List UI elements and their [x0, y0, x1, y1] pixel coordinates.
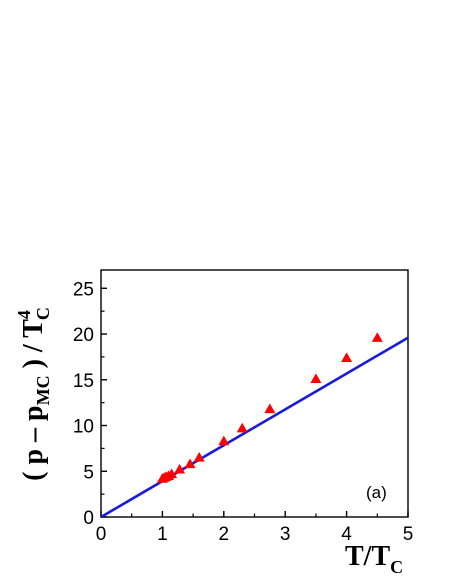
y-tick-label: 15: [73, 371, 94, 392]
y-axis-ticks: 0 5 10 15 20 25: [73, 279, 107, 529]
x-axis-title-main: T/T: [345, 541, 390, 572]
data-point-triangle: [174, 463, 186, 474]
data-point-triangle: [166, 468, 178, 479]
x-tick-label: 4: [341, 524, 352, 545]
x-axis-title: T/TC: [345, 541, 403, 577]
y-tick-label: 5: [83, 462, 94, 483]
x-tick-label: 5: [403, 524, 414, 545]
y-tick-label: 25: [73, 279, 94, 300]
data-point-triangle: [264, 403, 276, 414]
data-points-layer: [156, 332, 383, 483]
data-point-triangle: [341, 352, 353, 362]
panel-annotation: (a): [366, 483, 387, 502]
y-axis-title: ( p – pMC ) / T4C: [14, 307, 53, 481]
data-point-triangle: [236, 422, 248, 433]
fit-line-layer: [101, 336, 408, 517]
y-axis-title-prefix: ( p – p: [18, 405, 49, 480]
plot-frame: [100, 269, 409, 518]
x-tick-label: 3: [280, 524, 291, 545]
x-axis-ticks: 0 1 2 3 4 5: [96, 511, 414, 545]
y-tick-label: 20: [73, 325, 94, 346]
y-axis-title-mid: ) / T: [18, 319, 49, 376]
data-point-triangle: [371, 332, 383, 342]
data-point-triangle: [310, 373, 322, 383]
y-tick-label: 0: [83, 508, 94, 529]
x-tick-label: 1: [157, 524, 168, 545]
fit-line: [101, 336, 408, 517]
y-tick-label: 10: [73, 417, 94, 438]
data-point-triangle: [193, 452, 205, 462]
y-axis-title-sub-mc: MC: [33, 375, 53, 405]
y-axis-title-sub-c: C: [33, 307, 53, 320]
y-axis-title-sup: 4: [14, 310, 34, 319]
x-tick-label: 2: [219, 524, 230, 545]
x-tick-label: 0: [96, 524, 107, 545]
x-axis-title-sub: C: [390, 557, 403, 577]
data-point-triangle: [218, 435, 230, 446]
data-point-triangle: [184, 458, 196, 469]
